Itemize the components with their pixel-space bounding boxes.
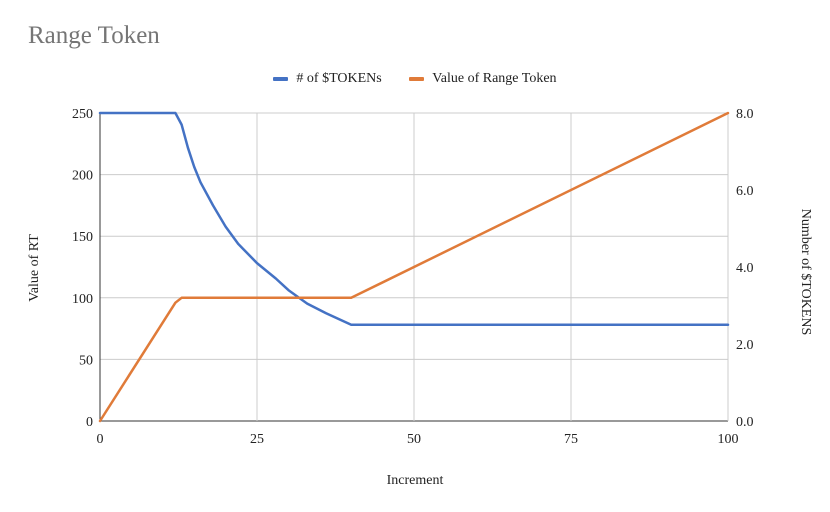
y-tick-label: 50 bbox=[79, 353, 93, 368]
y-tick-label: 100 bbox=[72, 292, 93, 307]
x-tick-label: 0 bbox=[97, 432, 104, 447]
series-line-range-token[interactable] bbox=[98, 111, 730, 423]
y2-tick-label: 8.0 bbox=[736, 107, 754, 122]
x-tick-label: 75 bbox=[564, 432, 578, 447]
x-tick-label: 100 bbox=[718, 432, 739, 447]
x-axis-ticks: 0 25 50 75 100 bbox=[97, 432, 739, 447]
legend-swatch-tokens bbox=[273, 77, 289, 81]
legend: # of $TOKENs Value of Range Token bbox=[0, 70, 830, 87]
y2-axis-title: Number of $TOKENS bbox=[798, 209, 813, 336]
series-line-tokens[interactable] bbox=[98, 111, 730, 327]
y-axis-title: Value of RT bbox=[27, 234, 42, 302]
x-axis-title: Increment bbox=[387, 473, 444, 488]
left-axis-ticks: 0 50 100 150 200 250 bbox=[72, 107, 93, 430]
y-tick-label: 200 bbox=[72, 169, 93, 184]
legend-swatch-range-token bbox=[409, 77, 425, 81]
series-lines bbox=[98, 111, 730, 423]
x-tick-label: 50 bbox=[407, 432, 421, 447]
y2-tick-label: 0.0 bbox=[736, 415, 754, 430]
grid-lines bbox=[99, 112, 729, 422]
chart-title: Range Token bbox=[28, 22, 160, 49]
legend-label-tokens: # of $TOKENs bbox=[296, 71, 382, 86]
legend-label-range-token: Value of Range Token bbox=[432, 71, 557, 86]
legend-item-range-token[interactable]: Value of Range Token bbox=[409, 71, 557, 87]
y2-tick-label: 6.0 bbox=[736, 184, 754, 199]
right-axis-ticks: 0.0 2.0 4.0 6.0 8.0 bbox=[736, 107, 754, 430]
legend-item-tokens[interactable]: # of $TOKENs bbox=[273, 71, 382, 87]
y-tick-label: 150 bbox=[72, 230, 93, 245]
y-tick-label: 0 bbox=[86, 415, 93, 430]
x-tick-label: 25 bbox=[250, 432, 264, 447]
y2-tick-label: 4.0 bbox=[736, 261, 754, 276]
y2-tick-label: 2.0 bbox=[736, 338, 754, 353]
y-tick-label: 250 bbox=[72, 107, 93, 122]
